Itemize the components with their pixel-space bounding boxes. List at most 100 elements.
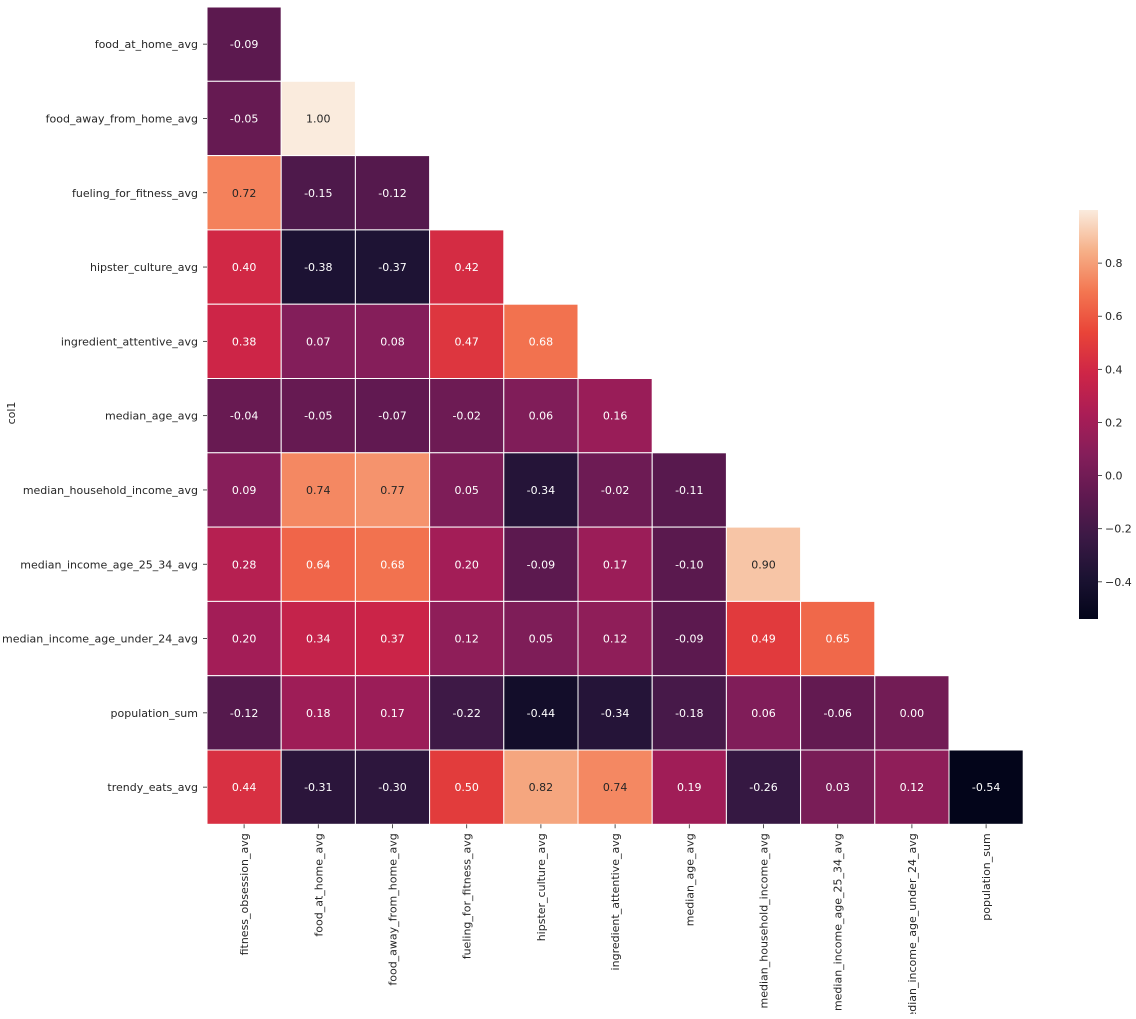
heatmap-cell xyxy=(206,452,282,528)
cell-value-label: 0.18 xyxy=(306,707,331,720)
cell-value-label: 0.12 xyxy=(603,633,628,646)
heatmap-cell xyxy=(429,303,505,380)
column-tick-label: fitness_obsession_avg xyxy=(238,833,251,955)
column-tick-label: median_household_income_avg xyxy=(758,833,771,1008)
colorbar-gradient xyxy=(1079,210,1098,619)
cell-value-label: -0.05 xyxy=(304,410,332,423)
heatmap-cell xyxy=(577,600,653,677)
heatmap-cell xyxy=(651,526,727,602)
cell-value-label: 0.07 xyxy=(306,335,331,348)
cell-value-label: 0.38 xyxy=(232,335,257,348)
cell-value-label: 0.05 xyxy=(529,633,554,646)
cell-value-label: 0.44 xyxy=(232,781,257,794)
cell-value-label: 0.17 xyxy=(603,558,628,571)
cell-value-label: 0.65 xyxy=(825,633,850,646)
heatmap-cell xyxy=(725,675,802,751)
row-tick-label: population_sum xyxy=(111,707,198,720)
row-tick-label: median_household_income_avg xyxy=(23,484,198,497)
cell-value-label: 0.34 xyxy=(306,633,331,646)
row-tick-label: food_away_from_home_avg xyxy=(46,112,198,125)
colorbar-tick-label: −0.2 xyxy=(1105,523,1132,536)
colorbar-tick-label: 0.8 xyxy=(1105,257,1123,270)
cell-value-label: -0.34 xyxy=(601,707,629,720)
colorbar-tick-label: −0.4 xyxy=(1105,576,1132,589)
cell-value-label: 0.17 xyxy=(380,707,405,720)
cell-value-label: -0.11 xyxy=(675,484,703,497)
cell-value-label: 0.06 xyxy=(529,410,554,423)
cell-value-label: 0.77 xyxy=(380,484,405,497)
cell-value-label: -0.30 xyxy=(378,781,406,794)
heatmap-cell xyxy=(725,526,802,602)
heatmap-cell xyxy=(280,600,356,677)
heatmap-cell xyxy=(354,526,431,602)
heatmap-cell xyxy=(280,675,356,751)
heatmap-cell xyxy=(577,749,653,825)
heatmap-cell xyxy=(280,378,356,454)
cell-value-label: 0.37 xyxy=(380,633,405,646)
y-axis-label: col1 xyxy=(5,402,18,425)
heatmap-cell xyxy=(577,675,653,751)
heatmap-cell xyxy=(800,675,876,751)
cell-value-label: -0.34 xyxy=(527,484,555,497)
heatmap-cell xyxy=(354,600,431,677)
column-tick-label: median_age_avg xyxy=(683,833,696,926)
heatmap-cell xyxy=(874,675,950,751)
cell-value-label: -0.09 xyxy=(675,633,703,646)
column-tick-label: food_at_home_avg xyxy=(312,833,325,936)
cell-value-label: -0.10 xyxy=(675,558,703,571)
cell-value-label: 0.74 xyxy=(603,781,628,794)
heatmap-cell xyxy=(354,378,431,454)
heatmap-cell xyxy=(354,155,431,231)
column-tick-label: median_income_age_under_24_avg xyxy=(906,833,919,1014)
colorbar-tick-label: 0.0 xyxy=(1105,470,1123,483)
cell-value-label: 0.40 xyxy=(232,261,257,274)
cell-value-label: -0.02 xyxy=(452,410,480,423)
colorbar: −0.4 −0.2 0.0 0.2 0.4 0.6 0.8 xyxy=(1079,210,1132,619)
heatmap-cell xyxy=(206,526,282,602)
heatmap-cell xyxy=(800,600,876,677)
cell-value-label: -0.06 xyxy=(823,707,851,720)
heatmap-cell xyxy=(429,600,505,677)
cell-value-label: -0.37 xyxy=(378,261,406,274)
cell-value-label: 1.00 xyxy=(306,112,331,125)
column-tick-label: population_sum xyxy=(980,833,993,920)
row-tick-label: median_income_age_under_24_avg xyxy=(2,633,198,646)
heatmap-cell xyxy=(577,378,653,454)
cell-value-label: 0.06 xyxy=(751,707,776,720)
row-tick-label: median_income_age_25_34_avg xyxy=(20,558,198,571)
heatmap-cell xyxy=(503,303,579,380)
cell-value-label: 0.19 xyxy=(677,781,702,794)
cell-value-label: 0.72 xyxy=(232,187,257,200)
heatmap-cell xyxy=(503,378,579,454)
cell-value-label: -0.22 xyxy=(452,707,480,720)
heatmap-cell xyxy=(429,749,505,825)
row-tick-label: fueling_for_fitness_avg xyxy=(72,187,198,200)
cell-value-label: 0.03 xyxy=(825,781,850,794)
row-tick-label: median_age_avg xyxy=(105,410,198,423)
row-tick-label: food_at_home_avg xyxy=(95,38,198,51)
cell-value-label: -0.18 xyxy=(675,707,703,720)
cell-value-label: 0.20 xyxy=(454,558,479,571)
cell-value-label: -0.05 xyxy=(230,112,258,125)
heatmap-cell xyxy=(206,80,282,157)
cell-value-label: 0.28 xyxy=(232,558,257,571)
heatmap-cell xyxy=(280,229,356,305)
cell-value-label: -0.07 xyxy=(378,410,406,423)
heatmap-cell xyxy=(651,600,727,677)
cell-value-label: 0.05 xyxy=(454,484,479,497)
cell-value-label: 0.50 xyxy=(454,781,479,794)
row-tick-label: hipster_culture_avg xyxy=(90,261,198,274)
column-tick-label: fueling_for_fitness_avg xyxy=(461,833,474,959)
heatmap-cell xyxy=(206,675,282,751)
heatmap-cell xyxy=(206,6,282,82)
heatmap-cell xyxy=(206,600,282,677)
heatmap-cell xyxy=(429,452,505,528)
cell-value-label: -0.12 xyxy=(378,187,406,200)
row-tick-labels: food_at_home_avg food_away_from_home_avgf… xyxy=(2,38,207,794)
cell-value-label: 0.82 xyxy=(529,781,554,794)
column-tick-label: hipster_culture_avg xyxy=(535,833,548,941)
cell-value-label: 0.09 xyxy=(232,484,257,497)
heatmap-cell xyxy=(280,155,356,231)
